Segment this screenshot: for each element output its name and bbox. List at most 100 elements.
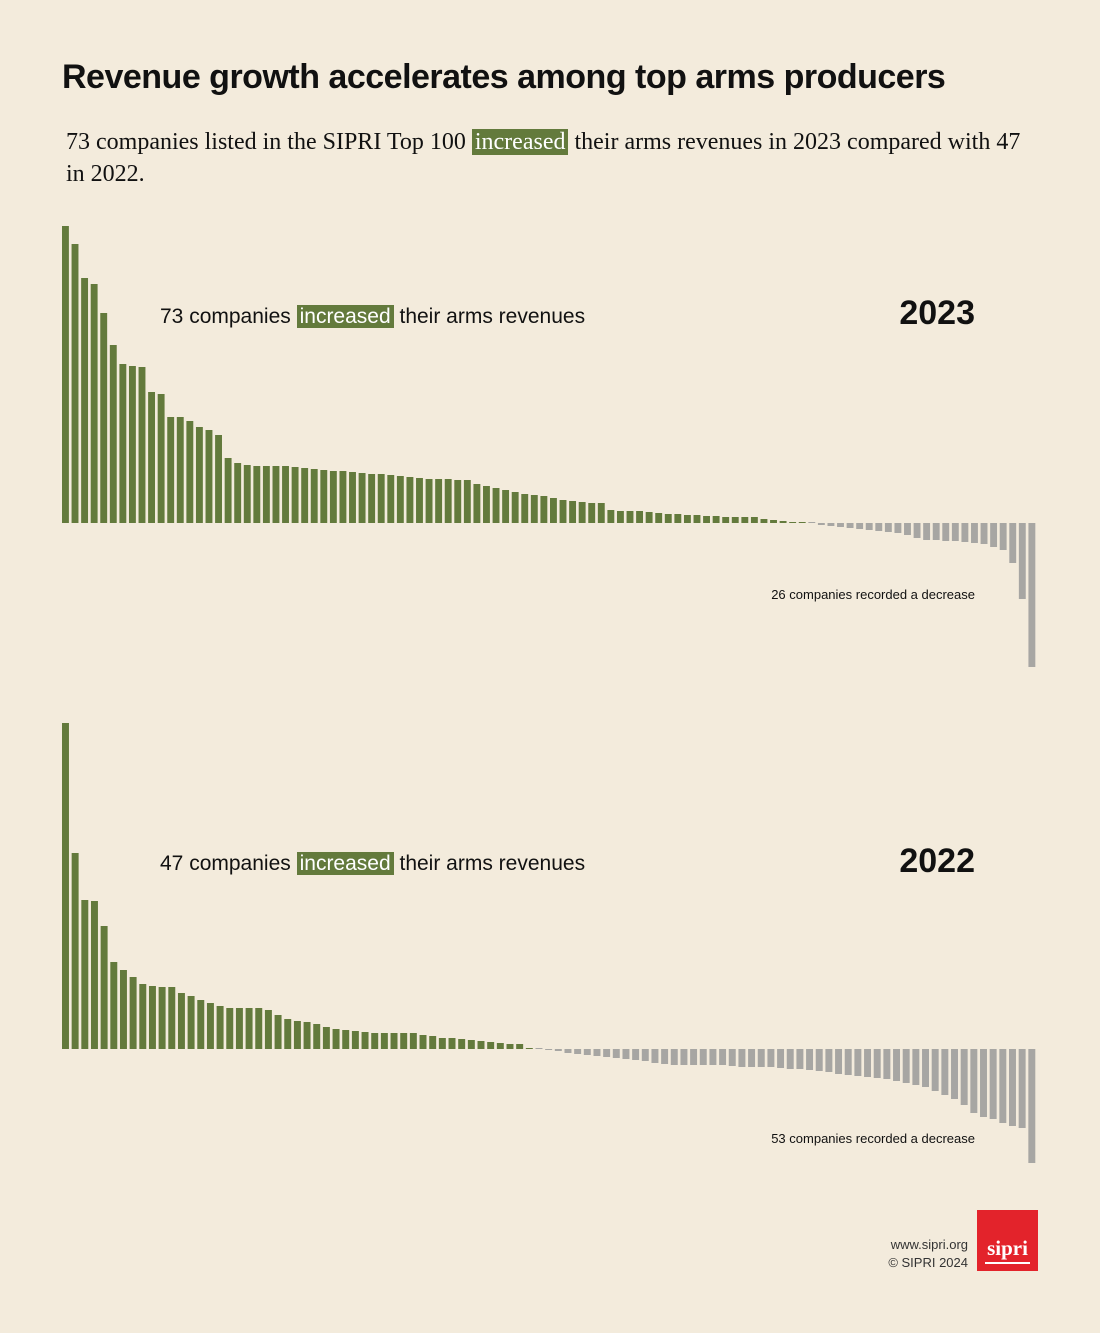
bar-2023-76 [779, 521, 787, 523]
panel-2023-label: 73 companies increased their arms revenu… [160, 305, 585, 329]
bar-2023-96 [971, 523, 978, 543]
bar-2023-41 [444, 479, 452, 523]
bar-2022-20 [245, 1008, 253, 1049]
panel-2023-label-highlight: increased [296, 305, 394, 328]
bar-2022-70 [728, 1049, 736, 1066]
bar-2023-19 [234, 463, 242, 523]
bar-chart-2022 [62, 723, 1036, 1163]
bar-2022-93 [951, 1049, 958, 1099]
bar-2023-87 [884, 523, 892, 532]
bar-2023-3 [81, 278, 89, 523]
bar-2023-50 [530, 495, 538, 523]
panel-2022-label-before: 47 companies [160, 852, 297, 875]
bar-2022-51 [545, 1049, 553, 1050]
bar-2023-2 [71, 244, 79, 523]
bar-2022-90 [922, 1049, 929, 1087]
bar-2023-8 [128, 366, 136, 523]
bar-2023-49 [521, 494, 529, 523]
bar-2023-36 [396, 476, 404, 523]
bar-2022-65 [680, 1049, 688, 1065]
bar-2022-67 [699, 1049, 707, 1065]
bar-2023-38 [416, 478, 423, 523]
subtitle-text-after: their arms revenues in 2023 compared wit… [66, 129, 1021, 187]
bar-2022-30 [342, 1030, 350, 1049]
bar-2023-67 [693, 515, 701, 523]
bar-2023-45 [483, 486, 490, 523]
bar-2022-53 [564, 1049, 572, 1053]
bar-2022-80 [825, 1049, 833, 1072]
footer-url[interactable]: www.sipri.org [890, 1237, 968, 1252]
bar-2023-66 [683, 515, 691, 523]
bar-2022-18 [226, 1008, 234, 1049]
chart-title: Revenue growth accelerates among top arm… [62, 58, 946, 96]
bar-2022-62 [651, 1049, 659, 1063]
bar-2023-5 [100, 313, 108, 523]
bar-chart-2023 [62, 226, 1036, 667]
bar-2022-25 [293, 1021, 301, 1049]
bar-2023-7 [119, 364, 127, 523]
bar-2022-59 [622, 1049, 630, 1059]
bar-2023-34 [377, 474, 385, 523]
bar-2022-46 [496, 1043, 504, 1049]
bar-2023-82 [837, 523, 844, 527]
bar-2023-48 [511, 492, 519, 523]
bar-2022-63 [661, 1049, 669, 1064]
bar-2022-52 [554, 1049, 562, 1051]
panel-2023-label-before: 73 companies [160, 305, 297, 328]
bar-2023-53 [559, 500, 567, 523]
bar-2023-64 [664, 514, 672, 523]
bar-2022-61 [641, 1049, 649, 1061]
bar-2023-12 [167, 417, 175, 523]
bar-2023-11 [157, 394, 165, 523]
sipri-logo-text: sipri [987, 1236, 1028, 1260]
bar-2022-94 [960, 1049, 968, 1105]
bar-2023-83 [846, 523, 854, 528]
footer-credits: www.sipri.org © SIPRI 2024 [888, 1236, 968, 1272]
bar-2022-33 [371, 1033, 379, 1049]
bar-2022-7 [119, 970, 127, 1049]
bar-2022-71 [738, 1049, 746, 1067]
bar-2022-86 [883, 1049, 891, 1079]
bar-2023-68 [703, 516, 710, 523]
bar-2023-62 [645, 512, 653, 523]
bar-2023-46 [492, 488, 500, 523]
bar-2022-60 [632, 1049, 640, 1060]
bar-2022-26 [303, 1022, 311, 1049]
bar-2023-80 [817, 523, 825, 525]
bar-2023-1 [62, 226, 69, 523]
bar-2022-34 [380, 1033, 388, 1049]
bar-2023-70 [722, 517, 730, 523]
subtitle-text-before: 73 companies listed in the SIPRI Top 100 [66, 129, 472, 155]
bar-2022-40 [438, 1038, 446, 1049]
bar-2022-39 [429, 1036, 437, 1049]
bar-2022-9 [139, 984, 147, 1049]
bar-2022-6 [110, 962, 118, 1049]
bar-2023-61 [636, 511, 644, 523]
bar-2023-81 [827, 523, 835, 526]
bar-2022-74 [767, 1049, 775, 1067]
bar-2022-4 [90, 901, 98, 1049]
bar-2022-89 [912, 1049, 920, 1085]
bar-2023-30 [339, 471, 347, 523]
bar-2022-72 [748, 1049, 756, 1067]
bar-2022-95 [970, 1049, 978, 1113]
bar-2023-98 [990, 523, 998, 547]
bar-2023-72 [741, 517, 749, 523]
bar-2022-79 [815, 1049, 823, 1071]
bar-2022-17 [216, 1006, 224, 1049]
bar-2022-36 [400, 1033, 408, 1049]
bar-2023-24 [282, 466, 289, 523]
bar-2022-54 [574, 1049, 582, 1054]
bar-2022-98 [999, 1049, 1007, 1123]
bar-2022-1 [62, 723, 69, 1049]
bar-2023-91 [923, 523, 931, 540]
bar-2022-77 [796, 1049, 804, 1069]
panel-2022-label-after: their arms revenues [393, 852, 586, 875]
panel-2023-decrease-label: 26 companies recorded a decrease [771, 587, 975, 602]
bar-2023-56 [588, 503, 596, 523]
sipri-logo-underline [985, 1262, 1030, 1264]
bar-2023-93 [942, 523, 950, 541]
bar-2022-76 [786, 1049, 794, 1069]
bar-2023-79 [808, 522, 816, 523]
bar-2023-28 [320, 470, 328, 523]
